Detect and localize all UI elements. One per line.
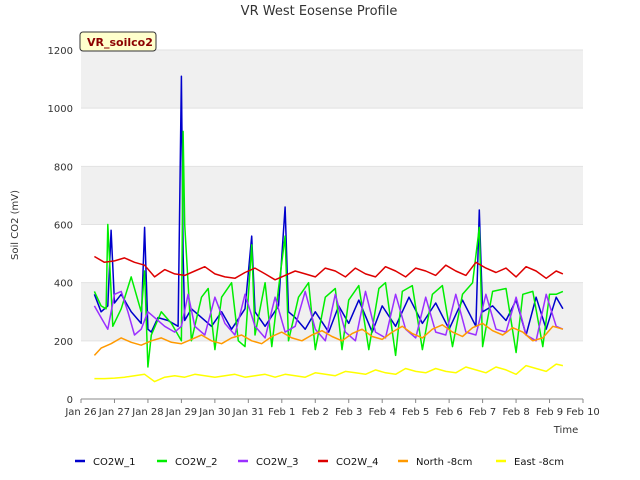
x-tick-label: Feb 2 bbox=[302, 407, 329, 418]
x-tick-label: Feb 3 bbox=[335, 407, 362, 418]
x-tick-label: Feb 1 bbox=[268, 407, 295, 418]
legend-label: CO2W_4 bbox=[336, 457, 378, 468]
series-line-north-8cm bbox=[93, 322, 564, 356]
x-tick-label: Feb 5 bbox=[402, 407, 429, 418]
grid-band bbox=[81, 166, 583, 225]
legend-label: CO2W_2 bbox=[175, 457, 217, 468]
y-tick-label: 0 bbox=[67, 395, 73, 406]
x-tick-label: Jan 27 bbox=[98, 407, 130, 418]
x-tick-label: Feb 7 bbox=[469, 407, 496, 418]
y-axis: 0 200 400 600 800 1000 1200 bbox=[48, 46, 73, 406]
y-tick-label: 1000 bbox=[48, 104, 73, 115]
y-axis-title: Soil CO2 (mV) bbox=[10, 190, 21, 260]
chart-title: VR West Eosense Profile bbox=[241, 4, 398, 19]
site-badge-label: VR_soilco2 bbox=[87, 36, 153, 49]
x-tick-label: Feb 10 bbox=[566, 407, 600, 418]
legend-label: CO2W_3 bbox=[256, 457, 298, 468]
x-tick-label: Feb 9 bbox=[536, 407, 563, 418]
legend-label: CO2W_1 bbox=[93, 457, 135, 468]
x-tick-label: Feb 6 bbox=[436, 407, 463, 418]
y-tick-label: 800 bbox=[54, 162, 73, 173]
y-tick-label: 1200 bbox=[48, 46, 73, 57]
series-line-east-8cm bbox=[94, 363, 564, 383]
x-axis: Jan 26 Jan 27 Jan 28 Jan 29 Jan 30 Jan 31 Feb … bbox=[64, 398, 600, 418]
series-line-co2w-4 bbox=[94, 255, 564, 281]
x-tick-label: Jan 28 bbox=[131, 407, 163, 418]
x-tick-label: Jan 31 bbox=[232, 407, 264, 418]
series-line-co2w-1 bbox=[93, 75, 564, 336]
series-lines bbox=[93, 75, 564, 383]
site-badge: VR_soilco2 bbox=[79, 31, 157, 52]
x-axis-title: Time bbox=[553, 425, 578, 436]
series-line-co2w-2 bbox=[93, 130, 564, 368]
legend-label: East -8cm bbox=[514, 457, 564, 468]
series-line-co2w-3 bbox=[93, 290, 564, 342]
x-tick-label: Feb 8 bbox=[502, 407, 529, 418]
legend-label: North -8cm bbox=[416, 457, 472, 468]
legend: CO2W_1 CO2W_2 CO2W_3 CO2W_4 North -8cm East -… bbox=[75, 457, 564, 468]
x-tick-label: Jan 30 bbox=[198, 407, 230, 418]
x-tick-label: Jan 26 bbox=[64, 407, 96, 418]
y-tick-label: 200 bbox=[54, 337, 73, 348]
y-tick-label: 400 bbox=[54, 279, 73, 290]
y-tick-label: 600 bbox=[54, 221, 73, 232]
grid-band bbox=[81, 50, 583, 109]
x-tick-label: Feb 4 bbox=[369, 407, 396, 418]
x-tick-label: Jan 29 bbox=[165, 407, 197, 418]
